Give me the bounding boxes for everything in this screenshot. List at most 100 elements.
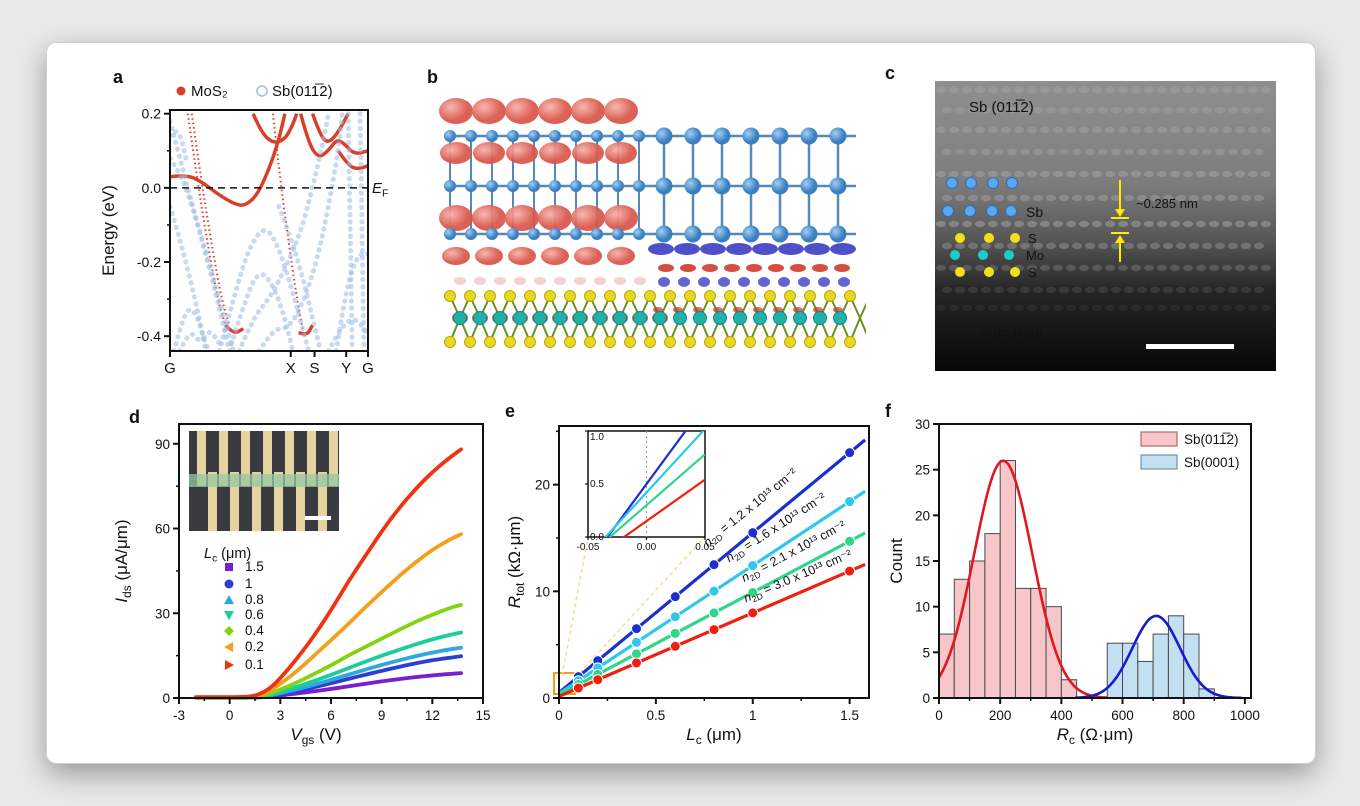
y-tick-label: 0.0 [142, 180, 162, 196]
mo-label: Mo [1026, 248, 1044, 263]
mo-atom-dot [978, 250, 988, 260]
data-point [669, 640, 681, 652]
s-atom-dot [1010, 233, 1020, 243]
hist-bar [1014, 587, 1032, 699]
data-point [844, 447, 856, 459]
x-axis-title: Vgs (V) [290, 725, 341, 747]
y-tick-label: 25 [915, 463, 930, 478]
data-point [669, 627, 681, 639]
x-tick-label: S [310, 360, 320, 377]
y-tick-label: 10 [535, 584, 550, 599]
x-tick-label: 9 [378, 708, 386, 723]
data-point [747, 560, 759, 572]
s-atom-dot [955, 267, 965, 277]
inset-x-tick: 0.00 [637, 542, 657, 553]
substrate-label: Substrate [979, 324, 1043, 341]
panel-e-tlm-plot: 0 0.5 1 1.5 0 10 20 n2D = 1.2 x 10¹³ cm⁻² n2D = … [505, 406, 911, 768]
legend-title: Lc (μm) [204, 546, 251, 564]
y-tick-label: 0 [922, 691, 930, 706]
inset-y-tick: 1.0 [590, 432, 604, 443]
hist-bar [1137, 660, 1154, 699]
scale-bar [1146, 344, 1234, 349]
hist-bar [1045, 606, 1062, 699]
y-axis: 0 10 20 [535, 430, 559, 706]
legend-label-sb: Sb(011̅2) [272, 83, 333, 100]
legend: Lc (μm)1.5 10.80.60.40.2 0.1 [204, 546, 264, 672]
data-point [747, 607, 759, 619]
svg-text:EF: EF [372, 180, 388, 200]
x-axis-title: Lc (μm) [686, 725, 741, 747]
panel-letter-e: e [505, 401, 516, 421]
y-axis-title: Rtot (kΩ·μm) [505, 516, 527, 608]
legend-item-label: 1 [245, 576, 253, 591]
legend-item-label: 1.5 [245, 559, 264, 574]
curve-Lc-0.1 [193, 447, 463, 700]
y-tick-label: 0 [542, 691, 550, 706]
fermi-label: EF [372, 180, 388, 200]
svg-text:Rtot (kΩ·μm): Rtot (kΩ·μm) [506, 516, 527, 608]
svg-text:Rc (Ω·μm): Rc (Ω·μm) [1057, 725, 1134, 747]
data-point [631, 657, 642, 669]
x-tick-label: 0 [935, 708, 943, 723]
gaussian-fits [937, 459, 1242, 700]
sb-atom-dot [986, 205, 998, 217]
y-axis: 0 30 60 90 [155, 437, 179, 706]
spacing-label: ~0.285 nm [1136, 196, 1198, 211]
x-tick-label: 3 [277, 708, 285, 723]
hist-bar [1183, 633, 1200, 699]
data-point [747, 586, 759, 598]
hist-bar [1152, 633, 1169, 699]
hist-bar [984, 533, 1001, 699]
data-point [669, 591, 681, 603]
sb-atom-dot [946, 177, 958, 189]
tlm-fit-lines [559, 438, 867, 698]
x-tick-label: 800 [1172, 708, 1195, 723]
interface-structure [439, 98, 871, 348]
y-tick-label: 0.2 [142, 106, 162, 122]
sb-label: Sb [1026, 204, 1043, 220]
legend-item-label: 0.6 [245, 607, 264, 622]
sb-atom-dot [965, 177, 977, 189]
y-axis-title: Count [887, 538, 906, 584]
inset-x-tick: 0.05 [695, 542, 715, 553]
panel-letter-a: a [113, 67, 124, 87]
hist-bar [1060, 679, 1078, 699]
plot-frame [558, 425, 870, 699]
s-atom-dot [984, 267, 994, 277]
tlm-inset: -0.05 0.00 0.05 0.0 0.5 1.0 [577, 430, 715, 553]
data-point [844, 496, 856, 508]
data-point [631, 636, 642, 648]
x-tick-label: 1 [749, 708, 757, 723]
x-tick-label: 0 [226, 708, 234, 723]
s-atom-dot [955, 233, 965, 243]
zoom-guide-line [561, 536, 589, 677]
data-point [572, 682, 584, 694]
y-axis: 0.2 0.0 -0.2 -0.4 [137, 106, 170, 344]
panel-a-band-structure: EF 0.2 0.0 -0.2 -0.4 G X S Y G Energy (eV) MoS₂ Sb(0… [96, 61, 416, 411]
legend-item-label: 0.1 [245, 657, 264, 672]
legend: Sb(011̅2) Sb(0001) [1140, 431, 1240, 470]
y-tick-label: 90 [155, 437, 170, 452]
y-tick-label: 20 [915, 508, 930, 523]
y-tick-label: 0 [162, 691, 170, 706]
sb-atom-dot [1005, 205, 1017, 217]
data-point [844, 565, 856, 577]
x-axis: -3 0 3 6 9 12 15 [173, 698, 491, 723]
device-sem-inset [189, 431, 339, 531]
s-atom-dot [1010, 267, 1020, 277]
s-atom-dot [984, 233, 994, 243]
data-point [631, 648, 642, 660]
panel-letter-f: f [885, 401, 891, 421]
x-tick-label: 600 [1111, 708, 1134, 723]
svg-text:Vgs (V): Vgs (V) [290, 725, 341, 747]
data-point [708, 559, 720, 571]
legend: MoS₂ Sb(011̅2) [176, 83, 333, 100]
inset-y-tick: 0.5 [590, 479, 604, 490]
panel-letter-b: b [427, 67, 438, 87]
data-point [631, 623, 642, 635]
panel-c-tem-image: Sb (011̅2) Sb S Mo S Substrate ~0.285 nm [931, 76, 1281, 381]
fit-curve [937, 459, 1108, 699]
legend-label-mos2: MoS₂ [191, 83, 228, 100]
panel-f-histogram: 0 200 400 600 800 1000 0 5 10 15 20 25 30 Count Rc (Ω·… [886, 406, 1291, 768]
